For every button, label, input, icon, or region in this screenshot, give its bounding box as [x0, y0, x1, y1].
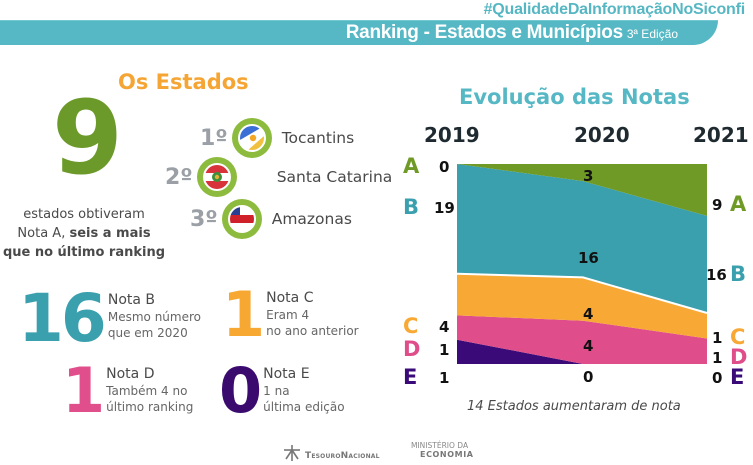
- caption-text: Nota A,: [17, 226, 70, 241]
- hashtag: #QualidadeDaInformaçãoNoSiconfi: [483, 1, 746, 18]
- chart-note: 14 Estados aumentaram de nota: [467, 399, 681, 414]
- x-tick-2019: 2019: [424, 123, 480, 147]
- data-label-2021-c: 1: [712, 329, 723, 347]
- data-label-2021-a: 9: [712, 196, 723, 214]
- data-label-2019-d: 1: [439, 341, 450, 359]
- stat-label: Nota E: [263, 366, 310, 382]
- area-series-c: [457, 273, 707, 339]
- stat-number: 1: [222, 278, 265, 351]
- nota-a-count: 9: [52, 79, 123, 198]
- tocantins-flag-icon: [231, 118, 272, 158]
- area-series-a: [457, 164, 707, 216]
- chart-title: Evolução das Notas: [459, 85, 690, 109]
- grade-letter-right-e: E: [730, 365, 745, 389]
- stat-number: 0: [219, 354, 262, 427]
- rank-position: 3º: [190, 206, 218, 232]
- grade-letter-left-c: C: [403, 314, 419, 338]
- data-label-2021-e: 0: [712, 369, 723, 387]
- stat-label: Nota C: [266, 290, 314, 306]
- stat-number: 16: [18, 280, 107, 357]
- stat-desc-2: no ano anterior: [266, 324, 359, 338]
- data-label-2020-a: 3: [583, 167, 594, 185]
- data-label-2019-e: 1: [439, 369, 450, 387]
- data-label-2019-b: 19: [434, 199, 455, 217]
- stat-label: Nota D: [106, 366, 155, 382]
- grade-letter-left-e: E: [403, 365, 418, 389]
- amazonas-flag-icon: [221, 199, 262, 239]
- nota-a-caption: estados obtiveram Nota A, seis a mais qu…: [0, 205, 168, 262]
- x-tick-2021: 2021: [693, 123, 749, 147]
- stat-desc-1: 1 na: [263, 384, 290, 398]
- state-name: Tocantins: [281, 129, 355, 147]
- stat-nota-e: 0 Nota E 1 na última edição: [219, 354, 345, 427]
- edition-label: 3ª Edição: [626, 27, 678, 41]
- ministerio-line-2: ECONOMIA: [420, 450, 474, 459]
- grade-letter-left-a: A: [403, 154, 420, 178]
- rank-position: 2º: [165, 164, 193, 190]
- stat-nota-c: 1 Nota C Eram 4 no ano anterior: [222, 278, 359, 351]
- grade-letter-right-a: A: [730, 192, 747, 216]
- stat-number: 1: [62, 354, 105, 427]
- ranking-item-1: 1º Tocantins: [200, 118, 354, 158]
- data-label-2020-b: 16: [578, 249, 599, 267]
- stat-desc-2: última edição: [263, 400, 345, 414]
- tesouro-nacional-logo: TesouroNacional: [282, 443, 380, 463]
- stat-desc-2: que em 2020: [107, 326, 188, 340]
- grade-letter-right-d: D: [730, 345, 748, 369]
- stat-nota-d: 1 Nota D Também 4 no último ranking: [62, 354, 194, 427]
- caption-line-3: que no último ranking: [2, 245, 166, 260]
- area-series-d: [457, 315, 707, 364]
- x-tick-2020: 2020: [574, 123, 630, 147]
- tesouro-name: TesouroNacional: [305, 451, 380, 461]
- ranking-item-2: 2º Santa Catarina: [165, 157, 392, 197]
- santa-catarina-flag-icon: [196, 157, 237, 197]
- data-label-2019-a: 0: [439, 158, 450, 176]
- header-banner: Ranking - Estados e Municípios 3ª Edição: [0, 20, 718, 45]
- area-series-b: [457, 164, 707, 313]
- area-series-e: [457, 339, 707, 364]
- data-label-2021-b: 16: [706, 266, 727, 284]
- stat-nota-b: 16 Nota B Mesmo número que em 2020: [18, 280, 201, 357]
- data-label-2019-c: 4: [439, 318, 450, 336]
- stat-desc-1: Eram 4: [266, 308, 310, 322]
- stat-label: Nota B: [107, 292, 156, 308]
- data-label-2020-e: 0: [583, 368, 594, 386]
- state-name: Amazonas: [271, 210, 352, 228]
- data-label-2021-d: 1: [712, 349, 723, 367]
- ranking-item-3: 3º Amazonas: [190, 199, 352, 239]
- ministerio-economia-logo: MINISTÉRIO DA ECONOMIA: [411, 441, 474, 459]
- state-name: Santa Catarina: [276, 168, 393, 186]
- caption-bold: seis a mais: [69, 226, 151, 241]
- grade-letter-left-b: B: [403, 195, 420, 219]
- states-section-title: Os Estados: [118, 70, 249, 94]
- grade-letter-left-d: D: [403, 337, 421, 361]
- grade-letter-right-b: B: [730, 262, 747, 286]
- banner-title: Ranking - Estados e Municípios: [345, 22, 623, 43]
- caption-line-1: estados obtiveram: [23, 207, 145, 222]
- ministerio-line-1: MINISTÉRIO DA: [411, 441, 469, 450]
- separator-line: [456, 272, 708, 314]
- data-label-2020-d: 4: [583, 337, 594, 355]
- caption-line-2: Nota A, seis a mais: [0, 224, 168, 243]
- tesouro-star-icon: [284, 445, 300, 461]
- rank-position: 1º: [200, 125, 228, 151]
- stat-desc-1: Mesmo número: [107, 310, 201, 324]
- data-label-2020-c: 4: [583, 305, 594, 323]
- stat-desc-2: último ranking: [106, 400, 194, 414]
- grade-letter-right-c: C: [730, 325, 746, 349]
- stat-desc-1: Também 4 no: [106, 384, 188, 398]
